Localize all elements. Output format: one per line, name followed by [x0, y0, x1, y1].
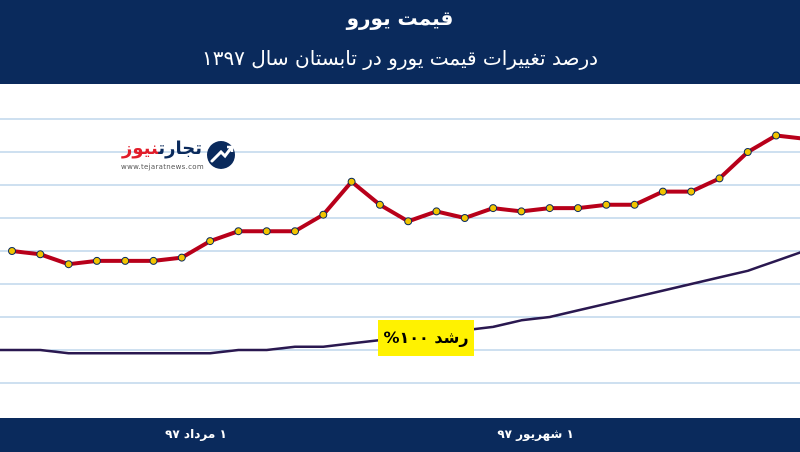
x-tick-label: ۱ شهریور ۹۷: [497, 427, 574, 441]
data-point: [460, 214, 469, 222]
data-point: [743, 148, 752, 156]
growth-annotation: رشد ۱۰۰%: [378, 320, 474, 356]
data-point: [206, 237, 215, 246]
x-axis-bar: ۱ مرداد ۹۷ ۱ شهریور ۹۷: [0, 418, 800, 452]
data-point: [432, 207, 441, 216]
data-point: [404, 217, 413, 226]
data-point: [687, 187, 696, 196]
data-point: [574, 204, 582, 213]
data-point: [177, 253, 186, 262]
logo-globe-icon: [207, 141, 235, 169]
data-point: [121, 256, 130, 265]
chart-header: قیمت یورو درصد تغییرات قیمت یورو در تابس…: [0, 0, 800, 84]
data-point: [517, 207, 526, 216]
data-point: [347, 177, 356, 186]
series-line: [11, 133, 800, 267]
data-point: [36, 250, 45, 259]
data-point: [489, 204, 498, 213]
logo-wordmark: تجارتنیوز: [104, 138, 202, 159]
data-point: [291, 227, 299, 236]
price-series: [11, 133, 800, 267]
data-point: [772, 131, 781, 140]
data-point: [8, 247, 16, 255]
line-chart: [0, 118, 800, 384]
data-point: [149, 256, 158, 265]
data-point: [545, 204, 554, 213]
data-point: [64, 260, 73, 269]
data-point: [715, 174, 724, 183]
data-point: [630, 200, 639, 209]
logo-url: www.tejaratnews.com: [121, 163, 204, 171]
data-point: [92, 256, 101, 265]
data-point: [375, 200, 384, 209]
data-point: [319, 210, 328, 219]
data-point: [658, 187, 667, 196]
x-tick-label: ۱ مرداد ۹۷: [165, 427, 227, 441]
chart-title: قیمت یورو: [346, 6, 454, 30]
data-point: [602, 200, 611, 209]
data-markers: [8, 131, 781, 269]
data-point: [262, 227, 271, 236]
logo-name-part1: تجارت: [158, 138, 202, 159]
tejaratnews-logo: تجارتنیوز www.tejaratnews.com: [100, 136, 240, 178]
chart-subtitle: درصد تغییرات قیمت یورو در تابستان سال ۱۳…: [201, 46, 599, 70]
data-point: [234, 227, 243, 236]
logo-name-part2: نیوز: [122, 138, 159, 159]
